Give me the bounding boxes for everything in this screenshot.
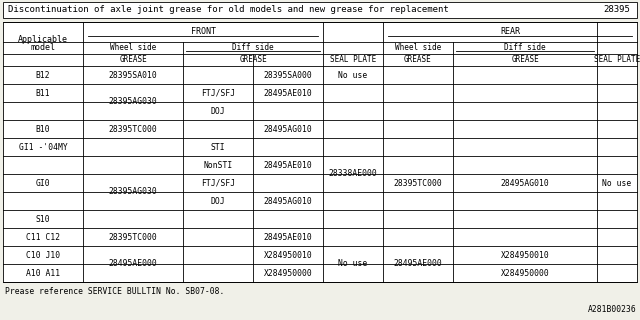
Text: GREASE: GREASE (404, 55, 432, 65)
Text: A281B00236: A281B00236 (588, 306, 637, 315)
Text: 28395SA000: 28395SA000 (264, 70, 312, 79)
Text: 28395SA010: 28395SA010 (109, 70, 157, 79)
Text: DOJ: DOJ (211, 107, 225, 116)
Text: 28395TC000: 28395TC000 (109, 233, 157, 242)
Text: Prease reference SERVICE BULLTIN No. SB07-08.: Prease reference SERVICE BULLTIN No. SB0… (5, 287, 225, 297)
Text: DOJ: DOJ (211, 196, 225, 205)
Text: 28495AG010: 28495AG010 (500, 179, 549, 188)
Text: B12: B12 (36, 70, 51, 79)
Text: GREASE: GREASE (511, 55, 539, 65)
Text: X284950000: X284950000 (264, 268, 312, 277)
Text: C10 J10: C10 J10 (26, 251, 60, 260)
Text: FRONT: FRONT (191, 28, 216, 36)
Text: 28495AE010: 28495AE010 (264, 161, 312, 170)
Text: GREASE: GREASE (239, 55, 267, 65)
Text: Applicable: Applicable (18, 36, 68, 44)
Text: NonSTI: NonSTI (204, 161, 232, 170)
Text: 28395TC000: 28395TC000 (109, 124, 157, 133)
Text: S10: S10 (36, 214, 51, 223)
Text: A10 A11: A10 A11 (26, 268, 60, 277)
Text: 28495AE000: 28495AE000 (109, 260, 157, 268)
Text: GI1 -'04MY: GI1 -'04MY (19, 142, 67, 151)
Text: SEAL PLATE: SEAL PLATE (330, 55, 376, 65)
Text: X284950000: X284950000 (500, 268, 549, 277)
Text: 28338AE000: 28338AE000 (328, 170, 378, 179)
Text: 28495AG010: 28495AG010 (264, 124, 312, 133)
Text: STI: STI (211, 142, 225, 151)
Text: FTJ/SFJ: FTJ/SFJ (201, 179, 235, 188)
Text: No use: No use (339, 260, 367, 268)
Text: 28395: 28395 (603, 5, 630, 14)
Text: REAR: REAR (500, 28, 520, 36)
Text: Wheel side: Wheel side (395, 44, 441, 52)
Text: X284950010: X284950010 (500, 251, 549, 260)
Text: 28495AE010: 28495AE010 (264, 233, 312, 242)
Text: 28395AG030: 28395AG030 (109, 188, 157, 196)
Text: Wheel side: Wheel side (110, 44, 156, 52)
Text: Discontinuation of axle joint grease for old models and new grease for replaceme: Discontinuation of axle joint grease for… (8, 5, 449, 14)
Text: 28495AE000: 28495AE000 (394, 260, 442, 268)
Bar (3, 22, 637, 282)
Text: B11: B11 (36, 89, 51, 98)
Text: FTJ/SFJ: FTJ/SFJ (201, 89, 235, 98)
Text: 28395TC000: 28395TC000 (394, 179, 442, 188)
Text: GI0: GI0 (36, 179, 51, 188)
Text: 28495AG010: 28495AG010 (264, 196, 312, 205)
Text: Diff side: Diff side (232, 44, 274, 52)
Text: B10: B10 (36, 124, 51, 133)
Bar (3, 2, 637, 18)
Text: SEAL PLATE: SEAL PLATE (594, 55, 640, 65)
Text: 28495AE010: 28495AE010 (264, 89, 312, 98)
Text: X284950010: X284950010 (264, 251, 312, 260)
Text: Diff side: Diff side (504, 44, 546, 52)
Text: model: model (31, 44, 56, 52)
Text: No use: No use (339, 70, 367, 79)
Text: GREASE: GREASE (119, 55, 147, 65)
Text: C11 C12: C11 C12 (26, 233, 60, 242)
Text: 28395AG030: 28395AG030 (109, 98, 157, 107)
Text: No use: No use (602, 179, 632, 188)
